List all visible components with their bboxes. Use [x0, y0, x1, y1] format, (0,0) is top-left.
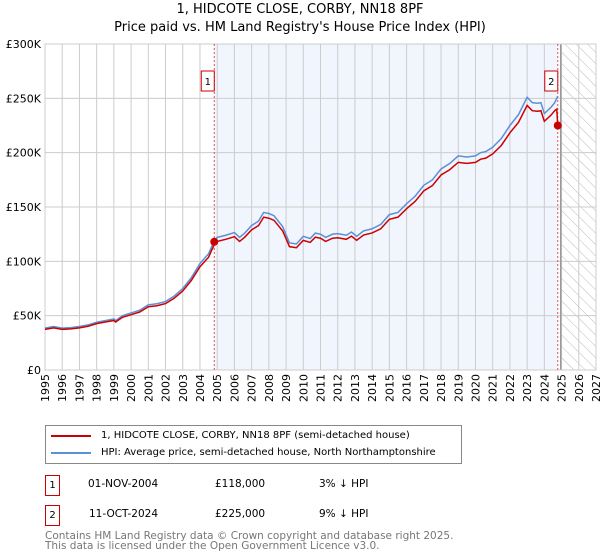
price-chart: 1995 1996 1997 1998 1999 2000 2001 2002 2003 2004…	[6, 38, 600, 402]
x-tick-label: 2025	[556, 374, 569, 402]
footer-licence: This data is licensed under the Open Gov…	[45, 540, 380, 552]
x-tick-label: 2006	[228, 374, 241, 402]
y-tick-label: £0	[27, 364, 41, 377]
x-tick-label: 2021	[487, 374, 500, 402]
x-tick-label: 2007	[246, 374, 259, 402]
footer: Contains HM Land Registry data © Crown c…	[45, 530, 454, 552]
sale-point	[210, 237, 219, 246]
sale-point	[553, 121, 562, 130]
chart-subtitle: Price paid vs. HM Land Registry's House …	[114, 20, 486, 35]
legend-label: 1, HIDCOTE CLOSE, CORBY, NN18 8PF (semi-…	[101, 430, 410, 441]
legend-item-property: 1, HIDCOTE CLOSE, CORBY, NN18 8PF (semi-…	[51, 430, 410, 441]
y-tick-label: £200K	[6, 147, 42, 160]
x-tick-label: 2012	[332, 374, 345, 402]
x-tick-label: 2011	[315, 374, 328, 402]
x-tick-label: 2019	[452, 374, 465, 402]
x-tick-label: 2018	[435, 374, 448, 402]
x-tick-label: 2015	[383, 374, 396, 402]
y-tick-label: £100K	[6, 255, 42, 268]
transaction-badge: 2	[45, 505, 60, 526]
x-tick-label: 2008	[263, 374, 276, 402]
x-tick-label: 2026	[573, 374, 586, 402]
x-tick-label: 2022	[504, 374, 517, 402]
footer-copyright: Contains HM Land Registry data © Crown c…	[45, 530, 454, 542]
x-tick-label: 2023	[521, 374, 534, 402]
x-tick-label: 2014	[366, 374, 379, 402]
x-tick-label: 2016	[401, 374, 414, 402]
sale-marker-label: 1	[205, 77, 211, 88]
x-tick-label: 2004	[194, 374, 207, 402]
transaction-badge: 1	[45, 475, 60, 496]
y-tick-label: £150K	[6, 201, 42, 214]
transaction-row: 2 11-OCT-2024 £225,000 9% ↓ HPI	[45, 505, 465, 526]
x-tick-label: 2010	[297, 374, 310, 402]
sale-marker-box	[200, 70, 215, 92]
x-tick-label: 1997	[73, 374, 86, 402]
transaction-hpi: 9% ↓ HPI	[319, 508, 369, 520]
transaction-date: 11-OCT-2024	[89, 508, 158, 520]
x-tick-label: 2009	[280, 374, 293, 402]
x-tick-label: 2013	[349, 374, 362, 402]
x-tick-label: 1995	[39, 374, 52, 402]
y-tick-label: £50K	[13, 310, 42, 323]
property-price-line	[44, 104, 559, 331]
x-tick-label: 2027	[590, 374, 600, 402]
legend: 1, HIDCOTE CLOSE, CORBY, NN18 8PF (semi-…	[45, 425, 462, 464]
x-tick-label: 2001	[142, 374, 155, 402]
legend-swatch	[51, 451, 91, 454]
transaction-price: £225,000	[215, 508, 266, 520]
plot-frame	[44, 43, 597, 371]
x-tick-label: 2017	[418, 374, 431, 402]
x-tick-label: 2002	[160, 374, 173, 402]
transaction-date: 01-NOV-2004	[88, 478, 159, 490]
x-tick-label: 2024	[538, 374, 551, 402]
legend-label: HPI: Average price, semi-detached house,…	[101, 447, 436, 458]
x-tick-label: 2003	[177, 374, 190, 402]
sale-marker-box	[544, 70, 559, 92]
legend-swatch	[51, 434, 91, 437]
transaction-hpi: 3% ↓ HPI	[319, 478, 369, 490]
x-tick-label: 2020	[469, 374, 482, 402]
x-tick-label: 2000	[125, 374, 138, 402]
sale-marker-label: 2	[548, 77, 554, 88]
y-tick-label: £250K	[6, 92, 42, 105]
transaction-price: £118,000	[215, 478, 266, 490]
x-tick-label: 1999	[108, 374, 121, 402]
y-tick-label: £300K	[6, 38, 42, 51]
x-tick-label: 1996	[56, 374, 69, 402]
x-tick-label: 2005	[211, 374, 224, 402]
legend-item-hpi: HPI: Average price, semi-detached house,…	[51, 447, 436, 458]
transaction-row: 1 01-NOV-2004 £118,000 3% ↓ HPI	[45, 475, 465, 496]
hpi-line	[44, 95, 559, 329]
chart-title: 1, HIDCOTE CLOSE, CORBY, NN18 8PF	[176, 2, 424, 17]
x-tick-label: 1998	[91, 374, 104, 402]
